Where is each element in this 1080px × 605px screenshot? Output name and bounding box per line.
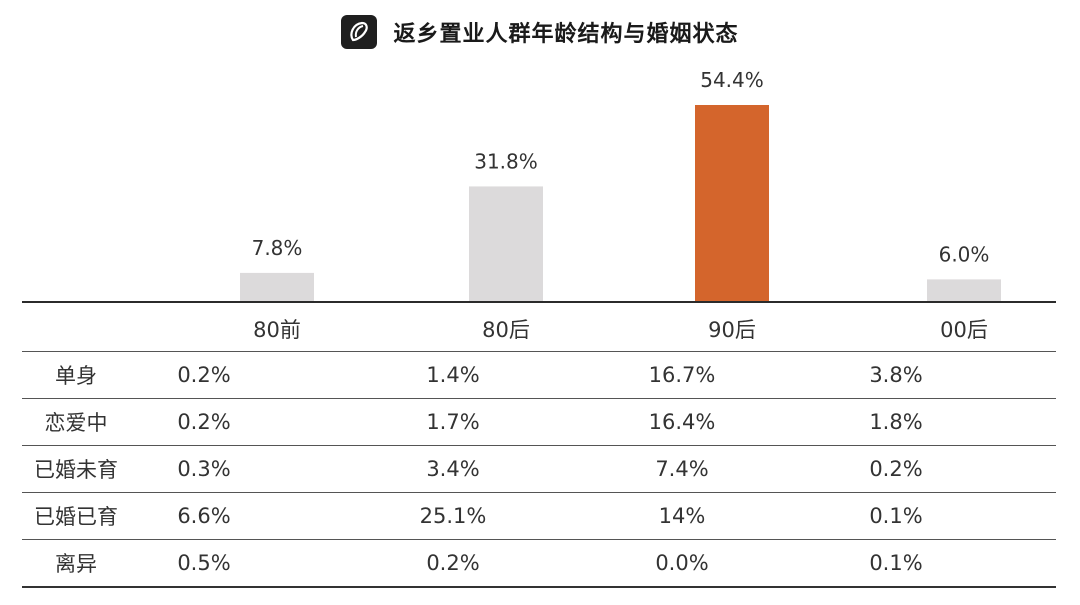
- category-labels: 80前 80后 90后 00后: [253, 318, 988, 342]
- table-cell: 25.1%: [278, 492, 628, 540]
- category-label: 90后: [708, 318, 756, 342]
- chart-header: 返乡置业人群年龄结构与婚姻状态: [0, 12, 1080, 52]
- row-label: 已婚已育: [22, 492, 130, 540]
- table-cell: 3.4%: [278, 445, 628, 493]
- chart-title: 返乡置业人群年龄结构与婚姻状态: [393, 22, 739, 47]
- row-label: 离异: [22, 539, 130, 588]
- bar-0: [240, 272, 314, 301]
- bar-2: [695, 105, 769, 301]
- bar-value-label: 7.8%: [252, 236, 303, 260]
- table-cell: 16.7%: [628, 351, 736, 399]
- bar-value-label: 31.8%: [474, 149, 538, 173]
- category-label: 80前: [253, 318, 301, 342]
- category-label: 00后: [940, 318, 988, 342]
- row-label: 单身: [22, 351, 130, 399]
- table-row: 单身 0.2% 1.4% 16.7% 3.8%: [22, 351, 1056, 399]
- table-cell: 0.2%: [130, 398, 278, 446]
- table-cell: 0.5%: [130, 539, 278, 588]
- table-row: 已婚已育 6.6% 25.1% 14% 0.1%: [22, 492, 1056, 540]
- table-row: 已婚未育 0.3% 3.4% 7.4% 0.2%: [22, 445, 1056, 493]
- bar-value-label: 54.4%: [700, 68, 764, 92]
- table-row: 恋爱中 0.2% 1.7% 16.4% 1.8%: [22, 398, 1056, 446]
- table-cell: 0.2%: [130, 351, 278, 399]
- table-row: 离异 0.5% 0.2% 0.0% 0.1%: [22, 539, 1056, 588]
- table-cell: 0.3%: [130, 445, 278, 493]
- table-cell: 0.2%: [736, 445, 1056, 493]
- table-cell: 1.8%: [736, 398, 1056, 446]
- table-cell: 0.1%: [736, 539, 1056, 588]
- bars-layer: 7.8% 31.8% 54.4% 6.0%: [240, 68, 1001, 301]
- table-cell: 7.4%: [628, 445, 736, 493]
- table-cell: 14%: [628, 492, 736, 540]
- table-cell: 16.4%: [628, 398, 736, 446]
- bar-value-label: 6.0%: [939, 242, 990, 266]
- table-cell: 1.7%: [278, 398, 628, 446]
- bar-1: [469, 186, 543, 301]
- table-cell: 0.2%: [278, 539, 628, 588]
- bar-chart: 7.8% 31.8% 54.4% 6.0% 80前 80后 90后 00后: [22, 68, 1056, 342]
- category-label: 80后: [482, 318, 530, 342]
- table-cell: 3.8%: [736, 351, 1056, 399]
- row-label: 恋爱中: [22, 398, 130, 446]
- bar-3: [927, 279, 1001, 301]
- table-cell: 0.0%: [628, 539, 736, 588]
- brand-logo-icon: [341, 15, 378, 49]
- table-cell: 6.6%: [130, 492, 278, 540]
- table-cell: 1.4%: [278, 351, 628, 399]
- table-cell: 0.1%: [736, 492, 1056, 540]
- row-label: 已婚未育: [22, 445, 130, 493]
- marital-status-table: 单身 0.2% 1.4% 16.7% 3.8% 恋爱中 0.2% 1.7% 16.4% 1.8% 已…: [22, 351, 1056, 588]
